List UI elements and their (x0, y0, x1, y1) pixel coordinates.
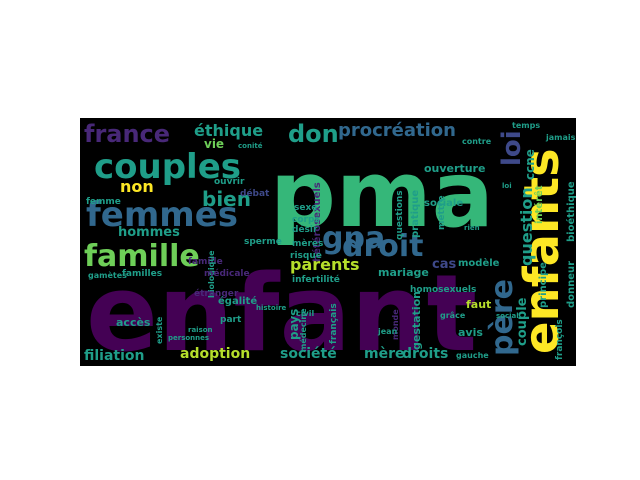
cloud-word: éthique (194, 121, 263, 140)
cloud-word: adoption (180, 346, 250, 362)
cloud-word: corps (292, 215, 320, 225)
word-cloud: pma enfant enfants couples femmes droit … (84, 120, 576, 366)
cloud-word: droit (342, 229, 424, 264)
cloud-word: pratique (410, 190, 421, 238)
cloud-word: rien (464, 224, 480, 232)
cloud-word: bien (202, 187, 251, 211)
cloud-word: temps (512, 121, 540, 130)
cloud-word: don (288, 120, 339, 148)
cloud-word: jean (377, 327, 398, 336)
cloud-word: mariage (378, 266, 429, 279)
cloud-word: parents (290, 255, 360, 274)
cloud-word: ouvrir (214, 177, 245, 187)
cloud-word: existe (155, 316, 164, 344)
cloud-word: donneur (566, 261, 576, 308)
cloud-word: histoire (256, 304, 287, 312)
cloud-word: françois (555, 319, 565, 360)
cloud-word: question (517, 187, 536, 266)
cloud-word: france (84, 120, 170, 148)
cloud-word: personnes (168, 334, 209, 342)
cloud-word: raison (188, 326, 213, 334)
cloud-word: couples (94, 147, 241, 187)
cloud-word: égalité (218, 295, 257, 307)
cloud-word: part (220, 315, 242, 325)
cloud-word: non (120, 177, 154, 196)
cloud-word: femmes (86, 195, 238, 235)
cloud-word: ccne (523, 149, 537, 180)
cloud-word: faut (466, 298, 491, 311)
cloud-word: civil (296, 309, 314, 318)
cloud-word: pays (287, 309, 301, 340)
cloud-word: enfants (514, 148, 570, 354)
cloud-word: familles (122, 269, 162, 279)
cloud-word: sperme (244, 237, 282, 247)
cloud-word: droits (402, 346, 448, 362)
cloud-word: homosexuels (410, 285, 476, 295)
cloud-word: grâce (440, 311, 466, 320)
cloud-word: français (329, 303, 339, 344)
cloud-word: enfant (86, 252, 477, 366)
cloud-word: gamètes (88, 270, 127, 280)
cloud-word: contre (462, 137, 492, 146)
cloud-word: conité (238, 142, 263, 150)
cloud-word: médecine (298, 308, 308, 352)
cloud-word: gpa (322, 221, 385, 256)
cloud-word: hommes (118, 225, 180, 240)
cloud-word: monde (391, 309, 400, 340)
cloud-word: gauche (456, 351, 489, 360)
cloud-word: procréation (338, 120, 456, 141)
cloud-word: avis (458, 326, 483, 339)
cloud-word: mère (364, 346, 404, 362)
cloud-word: risque (290, 251, 322, 261)
cloud-word: mères (292, 238, 323, 249)
cloud-word: filiation (84, 348, 145, 364)
cloud-word: père (485, 279, 520, 356)
cloud-word: sociale (424, 198, 463, 209)
cloud-word: femme (86, 197, 121, 207)
cloud-word: accès (116, 316, 151, 329)
cloud-word: hétérosexuels (311, 182, 323, 262)
cloud-word: social (496, 312, 519, 320)
cloud-word: jamais (545, 133, 576, 142)
cloud-word: étranger (194, 288, 239, 299)
cloud-word: sexe (294, 203, 317, 213)
cloud-word: débat (240, 188, 270, 199)
cloud-word: désir (292, 224, 318, 235)
cloud-word: couple (515, 297, 530, 346)
cloud-word: société (280, 346, 337, 362)
cloud-word: bioéthique (565, 181, 576, 242)
cloud-word: infertilité (292, 274, 340, 285)
cloud-word: cas (432, 257, 456, 272)
cloud-word: famille (84, 239, 200, 274)
word-cloud-panel: pma enfant enfants couples femmes droit … (80, 118, 576, 366)
cloud-word: gestation (410, 291, 423, 350)
cloud-word: biologique (207, 250, 216, 298)
cloud-word: modèle (458, 257, 500, 269)
cloud-word: loi (497, 130, 527, 166)
cloud-word: intérêt (533, 185, 545, 224)
cloud-word: pma (270, 141, 494, 248)
cloud-word: mettre (437, 195, 447, 230)
cloud-word: ouverture (424, 162, 485, 175)
cloud-word: questions (395, 190, 405, 240)
cloud-word: principe (538, 262, 549, 308)
cloud-word: vie (204, 137, 224, 151)
cloud-word: médicale (204, 268, 250, 279)
cloud-word: famille (188, 257, 223, 267)
cloud-word: loi (502, 182, 512, 190)
